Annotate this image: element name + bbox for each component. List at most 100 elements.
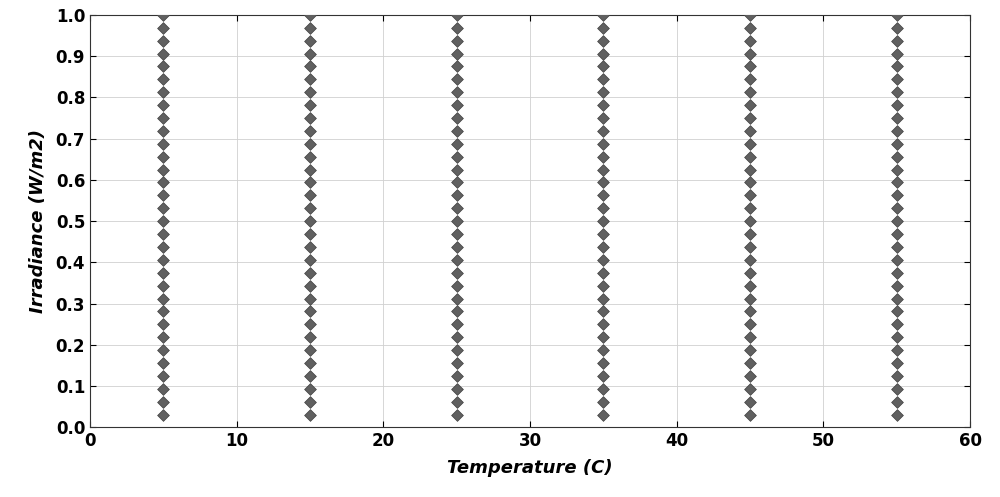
Point bbox=[595, 204, 611, 212]
Point bbox=[155, 11, 171, 19]
Point bbox=[889, 320, 905, 328]
Point bbox=[449, 178, 465, 186]
Point bbox=[449, 372, 465, 380]
Point bbox=[449, 243, 465, 251]
Point bbox=[595, 178, 611, 186]
Point bbox=[155, 385, 171, 393]
Point bbox=[889, 333, 905, 341]
Point bbox=[449, 191, 465, 199]
Point bbox=[742, 243, 758, 251]
Point bbox=[302, 282, 318, 290]
Point bbox=[155, 243, 171, 251]
Point bbox=[449, 166, 465, 173]
Point bbox=[595, 50, 611, 58]
Point bbox=[742, 63, 758, 71]
Point bbox=[595, 256, 611, 264]
Point bbox=[595, 230, 611, 238]
Point bbox=[155, 217, 171, 225]
Point bbox=[889, 11, 905, 19]
Point bbox=[742, 320, 758, 328]
Point bbox=[155, 153, 171, 161]
Point bbox=[742, 372, 758, 380]
Point bbox=[449, 398, 465, 406]
Point bbox=[302, 398, 318, 406]
Point bbox=[742, 76, 758, 83]
Point bbox=[155, 359, 171, 367]
Point bbox=[302, 88, 318, 96]
Point bbox=[449, 140, 465, 148]
Point bbox=[742, 24, 758, 32]
Point bbox=[155, 24, 171, 32]
Point bbox=[302, 140, 318, 148]
Point bbox=[889, 411, 905, 418]
Point bbox=[302, 11, 318, 19]
Point bbox=[595, 269, 611, 277]
Point bbox=[742, 217, 758, 225]
Point bbox=[449, 320, 465, 328]
Point bbox=[889, 295, 905, 303]
Point bbox=[595, 320, 611, 328]
Point bbox=[889, 308, 905, 316]
Point bbox=[595, 359, 611, 367]
Point bbox=[595, 243, 611, 251]
Point bbox=[742, 256, 758, 264]
Point bbox=[302, 385, 318, 393]
Point bbox=[595, 346, 611, 354]
Point bbox=[889, 178, 905, 186]
Point bbox=[302, 269, 318, 277]
Point bbox=[742, 166, 758, 173]
Point bbox=[155, 411, 171, 418]
Point bbox=[742, 204, 758, 212]
Point bbox=[155, 50, 171, 58]
Point bbox=[155, 295, 171, 303]
Point bbox=[449, 24, 465, 32]
Point bbox=[595, 333, 611, 341]
Point bbox=[595, 153, 611, 161]
Point bbox=[302, 359, 318, 367]
Point bbox=[302, 411, 318, 418]
Point bbox=[449, 37, 465, 45]
Point bbox=[889, 269, 905, 277]
Point bbox=[742, 411, 758, 418]
Point bbox=[595, 11, 611, 19]
Point bbox=[889, 346, 905, 354]
Point bbox=[155, 178, 171, 186]
Point bbox=[449, 114, 465, 122]
X-axis label: Temperature (C): Temperature (C) bbox=[447, 459, 613, 477]
Point bbox=[742, 333, 758, 341]
Point bbox=[155, 333, 171, 341]
Point bbox=[742, 191, 758, 199]
Point bbox=[889, 114, 905, 122]
Point bbox=[889, 385, 905, 393]
Point bbox=[889, 63, 905, 71]
Point bbox=[155, 230, 171, 238]
Point bbox=[302, 346, 318, 354]
Point bbox=[889, 398, 905, 406]
Point bbox=[449, 101, 465, 109]
Point bbox=[449, 295, 465, 303]
Point bbox=[302, 24, 318, 32]
Point bbox=[302, 204, 318, 212]
Point bbox=[155, 269, 171, 277]
Point bbox=[595, 114, 611, 122]
Point bbox=[302, 295, 318, 303]
Point bbox=[449, 385, 465, 393]
Point bbox=[889, 372, 905, 380]
Point bbox=[449, 269, 465, 277]
Point bbox=[889, 140, 905, 148]
Point bbox=[595, 76, 611, 83]
Point bbox=[302, 76, 318, 83]
Point bbox=[595, 24, 611, 32]
Point bbox=[742, 50, 758, 58]
Point bbox=[449, 230, 465, 238]
Point bbox=[155, 114, 171, 122]
Point bbox=[302, 178, 318, 186]
Point bbox=[889, 127, 905, 135]
Point bbox=[302, 114, 318, 122]
Point bbox=[595, 191, 611, 199]
Point bbox=[449, 346, 465, 354]
Point bbox=[742, 269, 758, 277]
Point bbox=[889, 76, 905, 83]
Point bbox=[449, 127, 465, 135]
Point bbox=[742, 114, 758, 122]
